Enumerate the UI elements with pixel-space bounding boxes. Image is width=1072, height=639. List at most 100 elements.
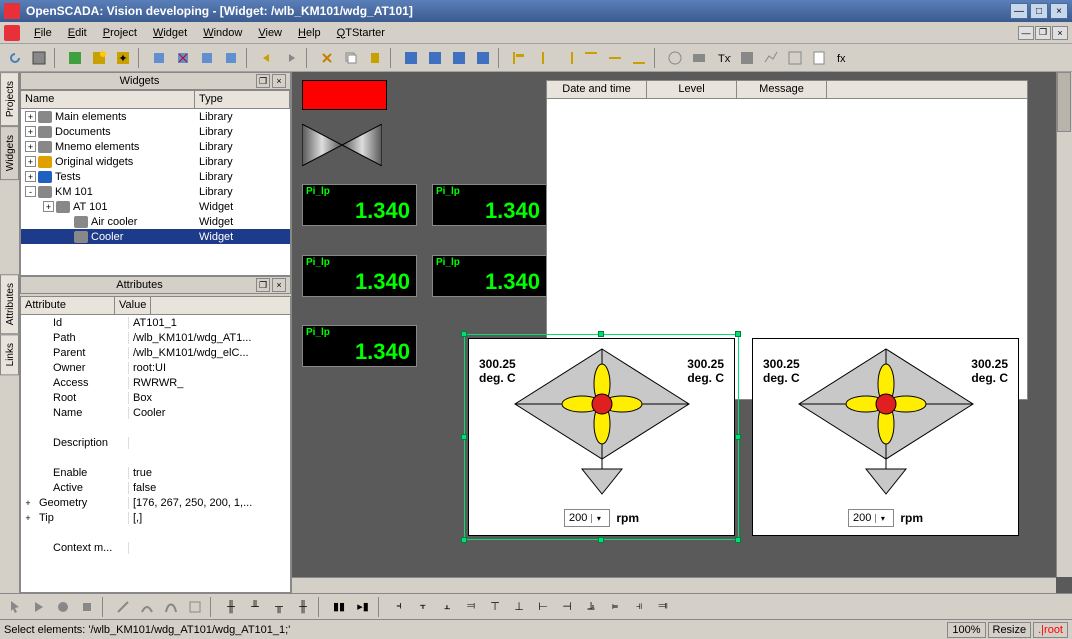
protocol-icon[interactable] bbox=[784, 47, 806, 69]
tab-widgets[interactable]: Widgets bbox=[0, 126, 19, 180]
align5-icon[interactable]: ⊤ bbox=[484, 596, 506, 618]
tree-expander[interactable]: + bbox=[25, 111, 36, 122]
menu-file[interactable]: File bbox=[26, 25, 60, 41]
tree-item[interactable]: Air coolerWidget bbox=[21, 214, 290, 229]
menu-help[interactable]: Help bbox=[290, 25, 329, 41]
tab-attributes[interactable]: Attributes bbox=[0, 274, 19, 334]
close-button[interactable]: × bbox=[1050, 3, 1068, 19]
selection-handle[interactable] bbox=[735, 537, 741, 543]
attr-value[interactable]: AT101_1 bbox=[129, 317, 290, 329]
menu-qtstarter[interactable]: QTStarter bbox=[329, 25, 393, 41]
attr-row[interactable] bbox=[21, 525, 290, 540]
attr-value[interactable]: false bbox=[129, 482, 290, 494]
status-root[interactable]: .|root bbox=[1033, 622, 1068, 638]
tree-item[interactable]: +AT 101Widget bbox=[21, 199, 290, 214]
attr-col-value[interactable]: Value bbox=[115, 297, 151, 314]
attr-row[interactable]: Path/wlb_KM101/wdg_AT1... bbox=[21, 330, 290, 345]
selection-handle[interactable] bbox=[461, 434, 467, 440]
status-resize[interactable]: Resize bbox=[988, 622, 1032, 638]
add-icon[interactable] bbox=[148, 47, 170, 69]
refresh-icon[interactable] bbox=[4, 47, 26, 69]
menu-project[interactable]: Project bbox=[95, 25, 145, 41]
document-icon[interactable] bbox=[808, 47, 830, 69]
level-down-icon[interactable] bbox=[424, 47, 446, 69]
attr-row[interactable]: Parent/wlb_KM101/wdg_elC... bbox=[21, 345, 290, 360]
cooler-widget[interactable]: 300.25deg. C300.25deg. C200▾rpm bbox=[752, 338, 1019, 536]
selection-handle[interactable] bbox=[598, 537, 604, 543]
align9-icon[interactable]: ⫡ bbox=[580, 596, 602, 618]
lower-icon[interactable] bbox=[472, 47, 494, 69]
attr-row[interactable] bbox=[21, 450, 290, 465]
pi-display-widget[interactable]: Pi_lp1.340 bbox=[432, 184, 547, 226]
tab-projects[interactable]: Projects bbox=[0, 72, 19, 126]
tree-item[interactable]: +Main elementsLibrary bbox=[21, 109, 290, 124]
tree-item[interactable]: +TestsLibrary bbox=[21, 169, 290, 184]
msg-col-level[interactable]: Level bbox=[647, 81, 737, 98]
attr-value[interactable]: root:UI bbox=[129, 362, 290, 374]
selection-handle[interactable] bbox=[461, 537, 467, 543]
mdi-restore[interactable]: ❐ bbox=[1035, 26, 1051, 40]
conn3-icon[interactable]: ╥ bbox=[268, 596, 290, 618]
minimize-button[interactable]: — bbox=[1010, 3, 1028, 19]
tree-item[interactable]: +DocumentsLibrary bbox=[21, 124, 290, 139]
msg-col-message[interactable]: Message bbox=[737, 81, 827, 98]
attr-row[interactable]: +Geometry[176, 267, 250, 200, 1,... bbox=[21, 495, 290, 510]
align8-icon[interactable]: ⊣ bbox=[556, 596, 578, 618]
tree-body[interactable]: +Main elementsLibrary+DocumentsLibrary+M… bbox=[21, 109, 290, 275]
attr-row[interactable]: +Tip[,] bbox=[21, 510, 290, 525]
tree-expander[interactable]: + bbox=[25, 156, 36, 167]
tree-item[interactable]: -KM 101Library bbox=[21, 184, 290, 199]
tree-col-name[interactable]: Name bbox=[21, 91, 195, 108]
pi-display-widget[interactable]: Pi_lp1.340 bbox=[302, 325, 417, 367]
attr-value[interactable]: [176, 267, 250, 200, 1,... bbox=[129, 497, 290, 509]
attr-row[interactable]: RootBox bbox=[21, 390, 290, 405]
align6-icon[interactable]: ⊥ bbox=[508, 596, 530, 618]
attr-row[interactable]: Ownerroot:UI bbox=[21, 360, 290, 375]
align7-icon[interactable]: ⊢ bbox=[532, 596, 554, 618]
align2-icon[interactable]: ⫟ bbox=[412, 596, 434, 618]
widgets-panel-float[interactable]: ❐ bbox=[256, 74, 270, 88]
msg-col-date[interactable]: Date and time bbox=[547, 81, 647, 98]
undo-icon[interactable] bbox=[256, 47, 278, 69]
align10-icon[interactable]: ⫢ bbox=[604, 596, 626, 618]
menu-edit[interactable]: Edit bbox=[60, 25, 95, 41]
valve-widget[interactable] bbox=[302, 124, 382, 166]
pi-display-widget[interactable]: Pi_lp1.340 bbox=[302, 255, 417, 297]
connect-icon[interactable]: ╫ bbox=[220, 596, 242, 618]
level-up-icon[interactable] bbox=[400, 47, 422, 69]
box-icon[interactable] bbox=[688, 47, 710, 69]
redo-icon[interactable] bbox=[280, 47, 302, 69]
tree-expander[interactable]: + bbox=[25, 126, 36, 137]
paste-icon[interactable] bbox=[364, 47, 386, 69]
align-bottom-icon[interactable] bbox=[628, 47, 650, 69]
attr-value[interactable]: /wlb_KM101/wdg_elC... bbox=[129, 347, 290, 359]
align1-icon[interactable]: ⫞ bbox=[388, 596, 410, 618]
attr-value[interactable]: RWRWR_ bbox=[129, 377, 290, 389]
attr-value[interactable]: true bbox=[129, 467, 290, 479]
tree-item[interactable]: +Mnemo elementsLibrary bbox=[21, 139, 290, 154]
mdi-close[interactable]: × bbox=[1052, 26, 1068, 40]
align4-icon[interactable]: ⫤ bbox=[460, 596, 482, 618]
attributes-panel-close[interactable]: × bbox=[272, 278, 286, 292]
save-icon[interactable] bbox=[28, 47, 50, 69]
tree-item[interactable]: CoolerWidget bbox=[21, 229, 290, 244]
step-icon[interactable]: ▸▮ bbox=[352, 596, 374, 618]
pi-display-widget[interactable]: Pi_lp1.340 bbox=[432, 255, 547, 297]
attr-row[interactable] bbox=[21, 420, 290, 435]
status-zoom[interactable]: 100% bbox=[947, 622, 985, 638]
align-center-icon[interactable] bbox=[532, 47, 554, 69]
tree-expander[interactable]: + bbox=[25, 141, 36, 152]
selection-handle[interactable] bbox=[735, 331, 741, 337]
align3-icon[interactable]: ⫠ bbox=[436, 596, 458, 618]
attr-row[interactable]: Description bbox=[21, 435, 290, 450]
tree-expander[interactable]: + bbox=[43, 201, 54, 212]
record-icon[interactable] bbox=[52, 596, 74, 618]
align11-icon[interactable]: ⫣ bbox=[628, 596, 650, 618]
edit-icon[interactable] bbox=[220, 47, 242, 69]
raise-icon[interactable] bbox=[448, 47, 470, 69]
attr-body[interactable]: IdAT101_1Path/wlb_KM101/wdg_AT1...Parent… bbox=[21, 315, 290, 592]
tree-expander[interactable]: - bbox=[25, 186, 36, 197]
attr-row[interactable]: Enabletrue bbox=[21, 465, 290, 480]
tree-expander[interactable]: + bbox=[25, 171, 36, 182]
menu-view[interactable]: View bbox=[250, 25, 290, 41]
